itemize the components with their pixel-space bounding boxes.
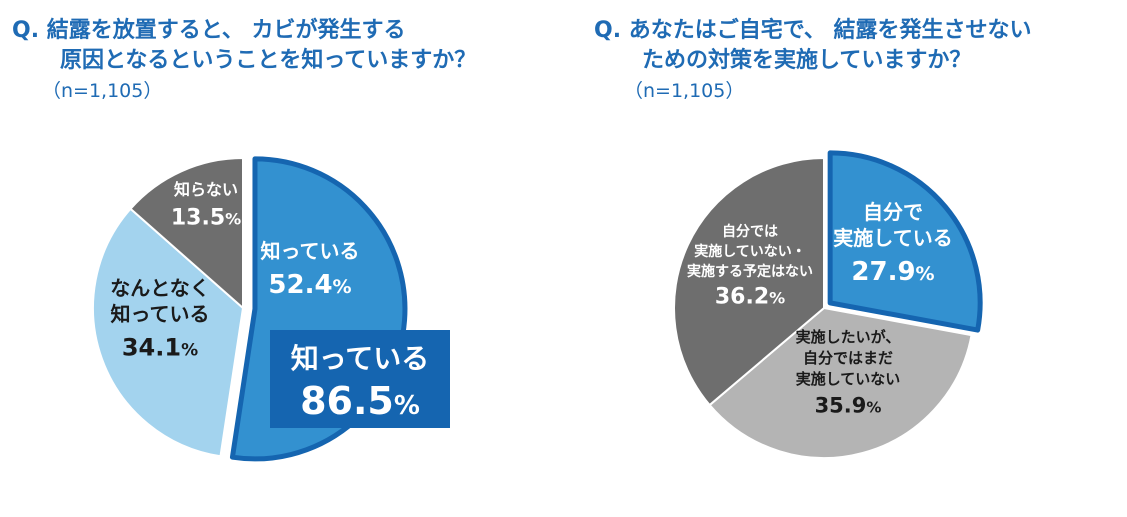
question-1-text-2: 原因となるということを知っていますか？ — [60, 48, 477, 73]
question-2: Q. あなたはご自宅で、 結露を発生させない ための対策を実施していますか？ （… — [594, 16, 1032, 104]
pie-2-slice-1-value-number: 27.9 — [851, 257, 915, 287]
callout-box — [270, 330, 450, 428]
pie-1-slice-1-label-1: 知っている — [261, 239, 360, 263]
pie-2-slice-1-label-1: 自分で — [863, 200, 923, 224]
pie-2-slice-3-value: 36.2% — [715, 285, 785, 310]
pie-2-slice-3-label-1: 自分では — [722, 223, 778, 240]
pie-1-slice-2 — [92, 207, 244, 458]
question-2-line-1: Q. あなたはご自宅で、 結露を発生させない — [594, 16, 1032, 46]
pie-1-slice-2-label-2: 知っている — [111, 302, 210, 326]
pie-2-slice-2-value-unit: % — [866, 398, 881, 416]
pie-2-slice-2-label-1: 実施したいが、 — [796, 328, 901, 346]
question-2-text-1: あなたはご自宅で、 結露を発生させない — [628, 18, 1032, 43]
pie-1-slice-2-label-1: なんとなく — [110, 276, 209, 300]
pie-1-slice-3 — [129, 157, 244, 309]
pie-1-slice-2-value-unit: % — [181, 340, 198, 360]
callout-label: 知っている — [291, 342, 430, 375]
question-1-sample-size: （n=1,105） — [42, 80, 163, 102]
pie-2-slice-2 — [708, 307, 973, 459]
pie-2-slice-3-value-unit: % — [769, 289, 785, 308]
pie-1-slice-2-value-number: 34.1 — [122, 333, 181, 361]
pie-1-slice-1-value: 52.4% — [268, 270, 351, 300]
pie-2-slice-1 — [827, 150, 983, 333]
question-1-line-1: Q. 結露を放置すると、 カビが発生する — [12, 16, 476, 46]
callout-value-unit: % — [394, 391, 420, 421]
pie-2-slice-2-value: 35.9% — [815, 393, 882, 417]
total-known-callout: 知っている 86.5% — [270, 330, 450, 428]
question-1: Q. 結露を放置すると、 カビが発生する 原因となるということを知っていますか？… — [12, 16, 476, 104]
question-1-prefix: Q. — [12, 18, 40, 43]
pie-2-slice-3-label-2: 実施していない・ — [694, 243, 806, 260]
pie-2-slice-2-label-3: 実施していない — [796, 370, 901, 388]
pie-2-slice-3-value-number: 36.2 — [715, 285, 769, 310]
pie-1-slice-3-value: 13.5% — [171, 206, 241, 231]
callout-value: 86.5% — [300, 379, 420, 423]
pie-2-slice-3-label-3: 実施する予定はない — [687, 263, 813, 280]
pie-2-slice-1-value: 27.9% — [851, 257, 934, 287]
pie-2-slice-2-label-2: 自分ではまだ — [803, 349, 893, 367]
question-2-text-2: ための対策を実施していますか？ — [642, 48, 972, 73]
pie-1-slice-1-value-unit: % — [333, 276, 352, 298]
pie-1-slice-3-label-1: 知らない — [174, 180, 238, 199]
pie-1-slice-3-value-number: 13.5 — [171, 206, 225, 231]
pie-2-slice-3 — [673, 157, 825, 407]
pie-2-slice-1-value-unit: % — [916, 263, 935, 285]
question-1-text-1: 結露を放置すると、 カビが発生する — [46, 18, 406, 43]
pie-2-slice-1-label-2: 実施している — [833, 226, 952, 250]
pie-2-slice-2-value-number: 35.9 — [815, 393, 867, 417]
pie-1-slice-2-value: 34.1% — [122, 333, 198, 361]
pie-1-slice-1-value-number: 52.4 — [268, 270, 332, 300]
question-2-sample-size: （n=1,105） — [624, 80, 745, 102]
question-2-prefix: Q. — [594, 18, 622, 43]
callout-value-number: 86.5 — [300, 379, 394, 423]
pie-1-slice-3-value-unit: % — [225, 210, 241, 229]
